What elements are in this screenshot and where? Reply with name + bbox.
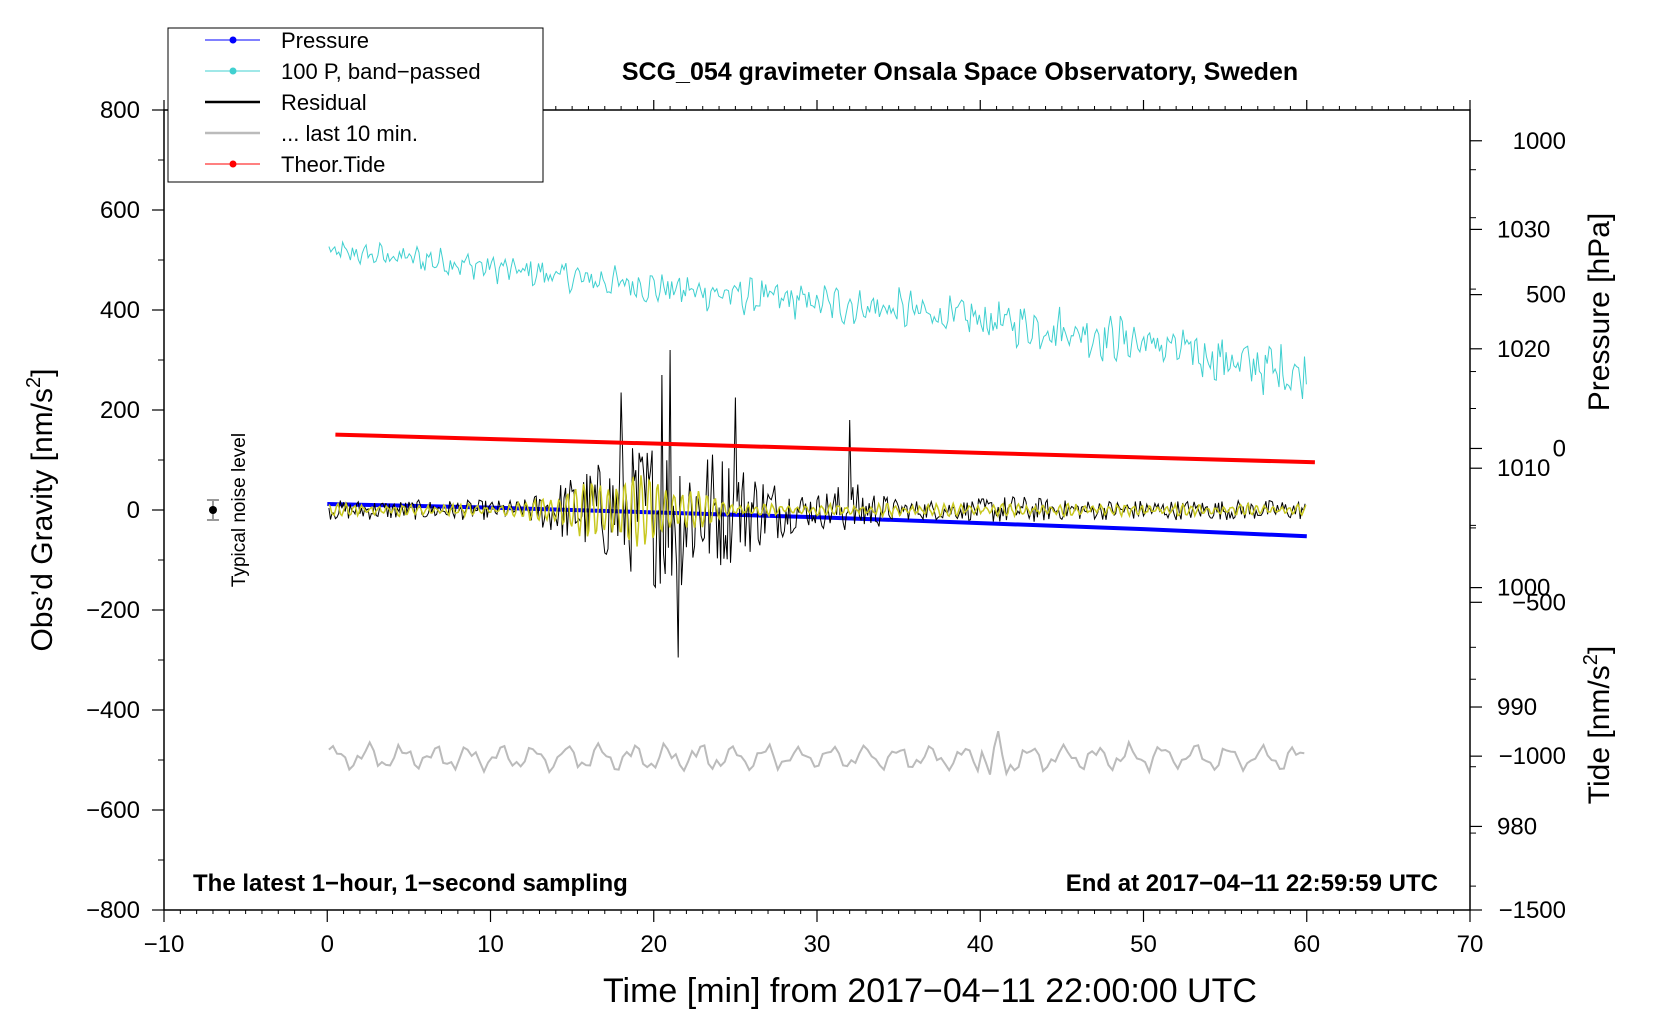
- y-tick-label: 800: [100, 97, 140, 124]
- legend-swatch-dot: [229, 36, 237, 44]
- legend-box: [167, 27, 544, 183]
- series-pressure: [327, 502, 1307, 539]
- pressure-tick-label: 980: [1497, 813, 1537, 840]
- pressure-axis-label: Pressure [hPa]: [1583, 213, 1616, 411]
- axes-layer: −10 0 10 20 30 40 50 60 70−800−600−400−200020040…: [86, 97, 1566, 958]
- tide-tick-label: 0: [1553, 435, 1566, 462]
- legend-label: Pressure: [281, 28, 369, 53]
- tide-tick-label: −500: [1512, 589, 1566, 616]
- tide-tick-label: 1000: [1513, 128, 1566, 155]
- tide-tick-label: 500: [1526, 282, 1566, 309]
- x-tick-label: 60: [1293, 931, 1320, 958]
- legend-label: Residual: [281, 90, 367, 115]
- footer-left: The latest 1−hour, 1−second sampling: [193, 870, 628, 897]
- series-last-10-min: [328, 730, 1305, 777]
- y-tick-label: −800: [86, 897, 140, 924]
- x-tick-label: 40: [967, 931, 994, 958]
- x-axis-label: Time [min] from 2017−04−11 22:00:00 UTC: [603, 972, 1257, 1010]
- x-tick-label: 30: [804, 931, 831, 958]
- tide-axis-label-close: ]: [1583, 646, 1616, 654]
- pressure-tick-label: 990: [1497, 694, 1537, 721]
- footer-right: End at 2017−04−11 22:59:59 UTC: [1066, 870, 1438, 897]
- tide-axis-label-sup: 2: [1580, 654, 1602, 665]
- pressure-tick-label: 1000: [1497, 575, 1550, 602]
- series-yellow-overlay: [328, 475, 1307, 547]
- tide-axis-label: Tide [nm/s2]: [1580, 646, 1616, 804]
- y-axis-label-close: ]: [26, 369, 59, 377]
- tide-axis-label-text: Tide [nm/s: [1583, 665, 1616, 804]
- y-tick-label: −200: [86, 597, 140, 624]
- y-tick-label: 600: [100, 197, 140, 224]
- noise-marker-point: [208, 506, 217, 514]
- legend: Pressure 100 P, band−passed Residual ... la…: [167, 27, 544, 183]
- legend-label: Theor.Tide: [281, 152, 385, 177]
- y-tick-label: −600: [86, 797, 140, 824]
- y-tick-label: 400: [100, 297, 140, 324]
- series-residual: [328, 349, 1306, 658]
- chart-title: SCG_054 gravimeter Onsala Space Observat…: [622, 58, 1298, 86]
- pressure-tick-label: 1030: [1497, 216, 1550, 243]
- legend-label: ... last 10 min.: [281, 121, 418, 146]
- x-tick-label: 10: [477, 931, 504, 958]
- y-axis-label: Obs’d Gravity [nm/s2]: [23, 369, 59, 652]
- series-band-passed-pressure: [328, 240, 1307, 400]
- y-axis-label-text: Obs’d Gravity [nm/s: [26, 388, 59, 651]
- x-tick-label: −10: [144, 931, 185, 958]
- tide-tick-label: −1000: [1499, 743, 1566, 770]
- x-tick-label: 70: [1457, 931, 1484, 958]
- x-tick-label: 20: [640, 931, 667, 958]
- series-theor-tide: [335, 432, 1315, 465]
- tide-tick-label: −1500: [1499, 897, 1566, 924]
- x-tick-label: 50: [1130, 931, 1157, 958]
- pressure-tick-label: 1010: [1497, 455, 1550, 482]
- series-layer: Typical noise level: [206, 240, 1315, 777]
- y-tick-label: 0: [127, 497, 140, 524]
- legend-swatch-dot: [229, 67, 237, 75]
- y-axis-label-sup: 2: [23, 377, 45, 388]
- y-tick-label: −400: [86, 697, 140, 724]
- x-tick-label: 0: [321, 931, 334, 958]
- legend-label: 100 P, band−passed: [281, 59, 481, 84]
- y-tick-label: 200: [100, 397, 140, 424]
- noise-label: Typical noise level: [229, 433, 250, 587]
- pressure-tick-label: 1020: [1497, 336, 1550, 363]
- legend-swatch-dot: [229, 160, 237, 168]
